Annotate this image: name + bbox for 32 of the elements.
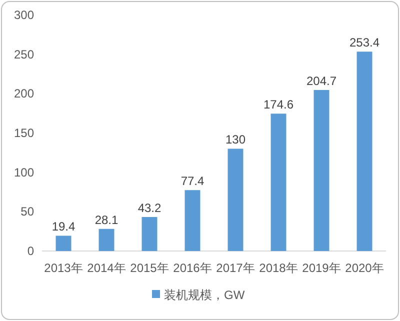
data-label: 253.4 bbox=[349, 36, 380, 50]
bar bbox=[142, 217, 158, 251]
bar bbox=[98, 228, 114, 251]
y-tick-label: 150 bbox=[14, 126, 34, 140]
x-tick-label: 2018年 bbox=[259, 261, 298, 275]
data-label: 19.4 bbox=[52, 220, 76, 234]
data-label: 204.7 bbox=[306, 74, 337, 88]
y-tick-label: 200 bbox=[14, 86, 34, 101]
x-tick-label: 2014年 bbox=[87, 261, 126, 275]
y-tick-label: 250 bbox=[14, 47, 34, 62]
x-tick-label: 2020年 bbox=[345, 261, 384, 275]
data-label: 43.2 bbox=[138, 201, 162, 216]
y-tick-label: 0 bbox=[27, 244, 34, 258]
bar bbox=[270, 114, 286, 251]
data-label: 130 bbox=[225, 132, 246, 147]
legend-label: 装机规模，GW bbox=[164, 288, 246, 302]
bar bbox=[228, 148, 244, 251]
data-label: 174.6 bbox=[263, 98, 294, 112]
y-tick-label: 300 bbox=[14, 8, 34, 22]
y-tick-label: 50 bbox=[20, 204, 34, 219]
bar bbox=[184, 190, 200, 251]
bar bbox=[356, 52, 372, 251]
x-tick-label: 2016年 bbox=[173, 261, 212, 275]
bar bbox=[314, 90, 330, 251]
data-label: 77.4 bbox=[180, 174, 204, 188]
x-tick-label: 2019年 bbox=[302, 261, 341, 275]
data-label: 28.1 bbox=[94, 212, 118, 227]
bar bbox=[56, 236, 72, 251]
x-tick-label: 2015年 bbox=[130, 261, 169, 275]
x-tick-label: 2017年 bbox=[216, 261, 255, 275]
y-tick-label: 100 bbox=[14, 165, 34, 180]
x-tick-label: 2013年 bbox=[44, 261, 83, 275]
